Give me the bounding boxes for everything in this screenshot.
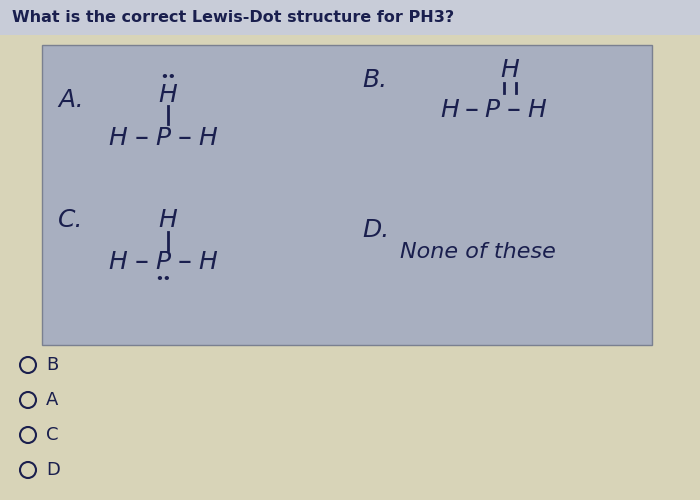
Text: H: H (108, 250, 127, 274)
Text: What is the correct Lewis-Dot structure for PH3?: What is the correct Lewis-Dot structure … (12, 10, 454, 26)
Text: H: H (108, 126, 127, 150)
Text: H: H (528, 98, 547, 122)
FancyBboxPatch shape (42, 45, 652, 345)
Text: H: H (199, 250, 218, 274)
Text: P: P (155, 250, 171, 274)
Text: H: H (199, 126, 218, 150)
Text: –: – (465, 96, 479, 124)
Text: H: H (500, 58, 519, 82)
Text: –: – (135, 124, 149, 152)
Text: B.: B. (362, 68, 387, 92)
Text: A: A (46, 391, 58, 409)
Text: H: H (159, 83, 177, 107)
Text: D: D (46, 461, 60, 479)
Text: –: – (507, 96, 521, 124)
Text: C: C (46, 426, 59, 444)
Text: –: – (178, 124, 192, 152)
Text: P: P (155, 126, 171, 150)
Text: –: – (178, 248, 192, 276)
Text: D.: D. (362, 218, 389, 242)
Text: None of these: None of these (400, 242, 556, 262)
Text: ••: •• (155, 274, 171, 286)
FancyBboxPatch shape (0, 0, 700, 35)
Text: P: P (484, 98, 500, 122)
Text: ••: •• (160, 72, 176, 85)
Text: A.: A. (58, 88, 83, 112)
Text: –: – (135, 248, 149, 276)
Text: B: B (46, 356, 58, 374)
Text: H: H (440, 98, 459, 122)
Text: C.: C. (58, 208, 83, 232)
Text: H: H (159, 208, 177, 232)
